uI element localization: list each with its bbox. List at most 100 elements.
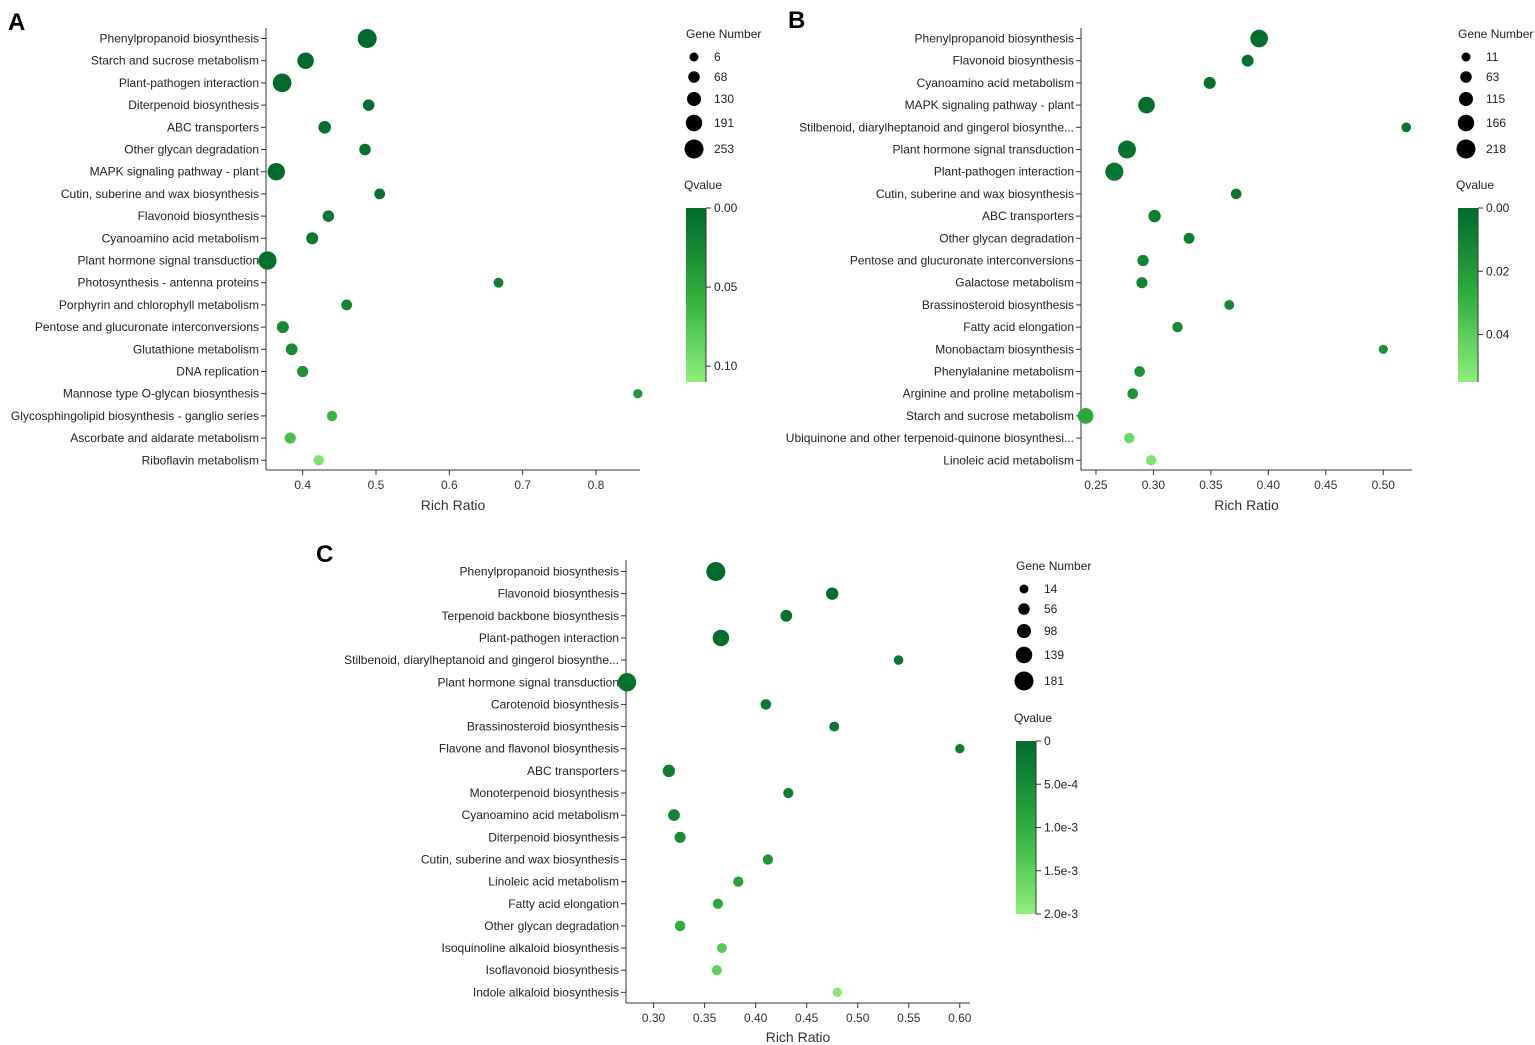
pathway-label: Cyanoamino acid metabolism (462, 808, 619, 822)
pathway-label: DNA replication (176, 365, 259, 379)
x-tick-label: 0.7 (514, 478, 531, 492)
data-point[interactable]: Indole alkaloid biosynthesis (832, 987, 842, 998)
data-point[interactable]: Monoterpenoid biosynthesis (783, 787, 794, 799)
data-point[interactable]: Phenylpropanoid biosynthesis (357, 29, 377, 48)
qvalue-color-bar (1458, 208, 1478, 382)
size-legend-dot (1460, 71, 1472, 83)
data-point[interactable]: Ascorbate and aldarate metabolism (284, 432, 296, 444)
panel-letter: B (788, 7, 805, 34)
data-point[interactable]: DNA replication (297, 365, 309, 378)
data-point[interactable]: Plant hormone signal transduction (258, 251, 277, 270)
data-point[interactable]: Cutin, suberine and wax biosynthesis (762, 854, 774, 865)
data-point[interactable]: Cutin, suberine and wax biosynthesis (374, 188, 386, 200)
size-legend-label: 11 (1486, 50, 1499, 64)
x-tick-label: 0.25 (1084, 478, 1108, 492)
data-point[interactable]: Glycosphingolipid biosynthesis - ganglio… (326, 410, 338, 422)
x-tick-label: 0.50 (1372, 478, 1396, 492)
data-point[interactable]: Isoflavonoid biosynthesis (711, 965, 722, 976)
pathway-label: Monobactam biosynthesis (935, 342, 1074, 356)
data-point[interactable]: Plant-pathogen interaction (272, 73, 292, 93)
pathway-label: Fatty acid elongation (963, 320, 1074, 334)
data-point[interactable]: Ubiquinone and other terpenoid-quinone b… (1124, 432, 1135, 444)
x-tick-label: 0.5 (368, 478, 385, 492)
data-point[interactable]: Cyanoamino acid metabolism (1203, 76, 1216, 89)
size-legend-label: 218 (1486, 142, 1506, 156)
data-point[interactable]: Other glycan degradation (359, 143, 371, 156)
data-point[interactable]: Starch and sucrose metabolism (297, 52, 314, 69)
size-legend-label: 130 (714, 92, 734, 106)
data-point[interactable]: Arginine and proline metabolism (1127, 388, 1139, 400)
data-point[interactable]: Linoleic acid metabolism (733, 876, 744, 887)
data-point[interactable]: MAPK signaling pathway - plant (267, 162, 285, 181)
data-point[interactable]: Riboflavin metabolism (313, 455, 324, 466)
data-point[interactable]: Stilbenoid, diarylheptanoid and gingerol… (1401, 122, 1412, 133)
pathway-label: ABC transporters (982, 209, 1074, 223)
color-bar-tick-label: 0.02 (1486, 264, 1510, 278)
pathway-label: Ubiquinone and other terpenoid-quinone b… (786, 431, 1074, 445)
data-point[interactable]: Diterpenoid biosynthesis (362, 99, 375, 111)
size-legend-dot (1015, 646, 1033, 664)
data-point[interactable]: Monobactam biosynthesis (1378, 344, 1388, 354)
data-point[interactable]: ABC transporters (318, 120, 331, 134)
data-point[interactable]: Other glycan degradation (1183, 232, 1195, 244)
data-point[interactable]: Fatty acid elongation (712, 898, 723, 909)
x-tick-label: 0.40 (1257, 478, 1281, 492)
data-point[interactable]: Galactose metabolism (1136, 277, 1148, 289)
panel-letter: A (8, 9, 25, 36)
data-point[interactable]: ABC transporters (662, 764, 676, 778)
data-point[interactable]: Terpenoid backbone biosynthesis (780, 609, 793, 622)
pathway-label: Diterpenoid biosynthesis (488, 830, 619, 844)
size-legend-label: 253 (714, 142, 734, 156)
data-point[interactable]: Brassinosteroid biosynthesis (1224, 299, 1235, 310)
x-tick-label: 0.45 (795, 1011, 819, 1025)
data-point[interactable]: Isoquinoline alkaloid biosynthesis (716, 943, 727, 954)
data-point[interactable]: Cutin, suberine and wax biosynthesis (1230, 188, 1242, 200)
qvalue-color-bar (686, 208, 706, 382)
data-point[interactable]: Other glycan degradation (674, 920, 686, 932)
data-point[interactable]: Phenylpropanoid biosynthesis (1250, 29, 1268, 48)
color-bar-tick-label: 0 (1044, 734, 1051, 748)
pathway-label: Mannose type O-glycan biosynthesis (63, 387, 259, 401)
pathway-label: Pentose and glucuronate interconversions (850, 254, 1074, 268)
data-point[interactable]: Plant hormone signal transduction (617, 673, 637, 692)
pathway-label: Flavone and flavonol biosynthesis (439, 742, 619, 756)
data-point[interactable]: Phenylalanine metabolism (1134, 366, 1145, 377)
color-bar-tick-label: 0.00 (714, 201, 738, 215)
data-point[interactable]: Cyanoamino acid metabolism (668, 809, 680, 822)
data-point[interactable]: Diterpenoid biosynthesis (674, 831, 686, 843)
data-point[interactable]: Flavonoid biosynthesis (322, 210, 335, 222)
data-point[interactable]: Plant hormone signal transduction (1118, 140, 1136, 159)
x-axis-label: Rich Ratio (766, 1029, 831, 1045)
size-legend-label: 14 (1044, 582, 1058, 596)
size-legend-dot (686, 91, 702, 107)
data-point[interactable]: Pentose and glucuronate interconversions (1137, 254, 1149, 267)
data-point[interactable]: Brassinosteroid biosynthesis (829, 721, 840, 732)
data-point[interactable]: Photosynthesis - antenna proteins (493, 277, 504, 288)
pathway-label: Cutin, suberine and wax biosynthesis (61, 187, 259, 201)
data-point[interactable]: Flavonoid biosynthesis (826, 587, 839, 600)
size-legend-label: 139 (1044, 648, 1064, 662)
data-point[interactable]: ABC transporters (1148, 209, 1161, 223)
data-point[interactable]: Flavonoid biosynthesis (1241, 54, 1254, 67)
pathway-label: Porphyrin and chlorophyll metabolism (59, 298, 259, 312)
data-point[interactable]: MAPK signaling pathway - plant (1138, 96, 1155, 114)
data-point[interactable]: Carotenoid biosynthesis (760, 699, 772, 710)
data-point[interactable]: Starch and sucrose metabolism (1077, 408, 1094, 424)
data-point[interactable]: Phenylpropanoid biosynthesis (706, 562, 726, 581)
pathway-label: Stilbenoid, diarylheptanoid and gingerol… (344, 653, 619, 667)
data-point[interactable]: Flavone and flavonol biosynthesis (955, 744, 965, 754)
data-point[interactable]: Plant-pathogen interaction (1105, 162, 1124, 181)
data-point[interactable]: Stilbenoid, diarylheptanoid and gingerol… (893, 655, 904, 665)
pathway-label: Phenylpropanoid biosynthesis (915, 32, 1074, 46)
pathway-label: Cyanoamino acid metabolism (102, 231, 259, 245)
data-point[interactable]: Pentose and glucuronate interconversions (276, 321, 289, 334)
data-point[interactable]: Cyanoamino acid metabolism (306, 232, 319, 245)
data-point[interactable]: Glutathione metabolism (285, 343, 298, 356)
color-bar-tick-label: 0.00 (1486, 201, 1510, 215)
pathway-label: Ascorbate and aldarate metabolism (70, 431, 259, 445)
data-point[interactable]: Plant-pathogen interaction (712, 629, 730, 647)
data-point[interactable]: Porphyrin and chlorophyll metabolism (341, 299, 353, 311)
data-point[interactable]: Mannose type O-glycan biosynthesis (633, 389, 643, 399)
data-point[interactable]: Linoleic acid metabolism (1145, 455, 1157, 466)
data-point[interactable]: Fatty acid elongation (1172, 321, 1183, 333)
